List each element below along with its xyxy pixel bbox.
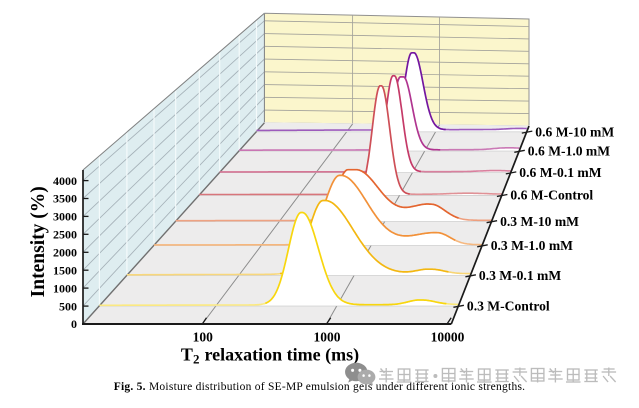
svg-text:0: 0 <box>71 317 77 331</box>
svg-text:1000: 1000 <box>53 281 77 295</box>
svg-text:0.6 M-0.1 mM: 0.6 M-0.1 mM <box>519 165 601 180</box>
svg-text:0.3 M-10 mM: 0.3 M-10 mM <box>500 214 579 229</box>
svg-text:Fig. 5. Moisture distribution: Fig. 5. Moisture distribution of SE-MP e… <box>114 381 526 393</box>
svg-text:4000: 4000 <box>53 174 77 188</box>
svg-text:0.6 M-Control: 0.6 M-Control <box>510 188 593 203</box>
svg-text:0.3 M-1.0 mM: 0.3 M-1.0 mM <box>491 238 573 253</box>
svg-text:100: 100 <box>193 329 214 344</box>
svg-text:0.6 M-1.0 mM: 0.6 M-1.0 mM <box>528 144 610 159</box>
svg-text:0.3 M-Control: 0.3 M-Control <box>467 299 550 314</box>
svg-text:Intensity (%): Intensity (%) <box>28 186 49 297</box>
svg-text:T2 relaxation time (ms): T2 relaxation time (ms) <box>181 345 359 367</box>
svg-text:0.3 M-0.1 mM: 0.3 M-0.1 mM <box>479 268 561 283</box>
svg-text:1500: 1500 <box>53 263 77 277</box>
svg-text:10000: 10000 <box>431 329 465 344</box>
svg-text:2500: 2500 <box>53 228 77 242</box>
svg-text:1000: 1000 <box>314 329 341 344</box>
svg-text:3000: 3000 <box>53 210 77 224</box>
svg-text:3500: 3500 <box>53 192 77 206</box>
svg-text:0.6 M-10 mM: 0.6 M-10 mM <box>535 124 614 139</box>
svg-text:500: 500 <box>59 299 77 313</box>
svg-text:2000: 2000 <box>53 246 77 260</box>
